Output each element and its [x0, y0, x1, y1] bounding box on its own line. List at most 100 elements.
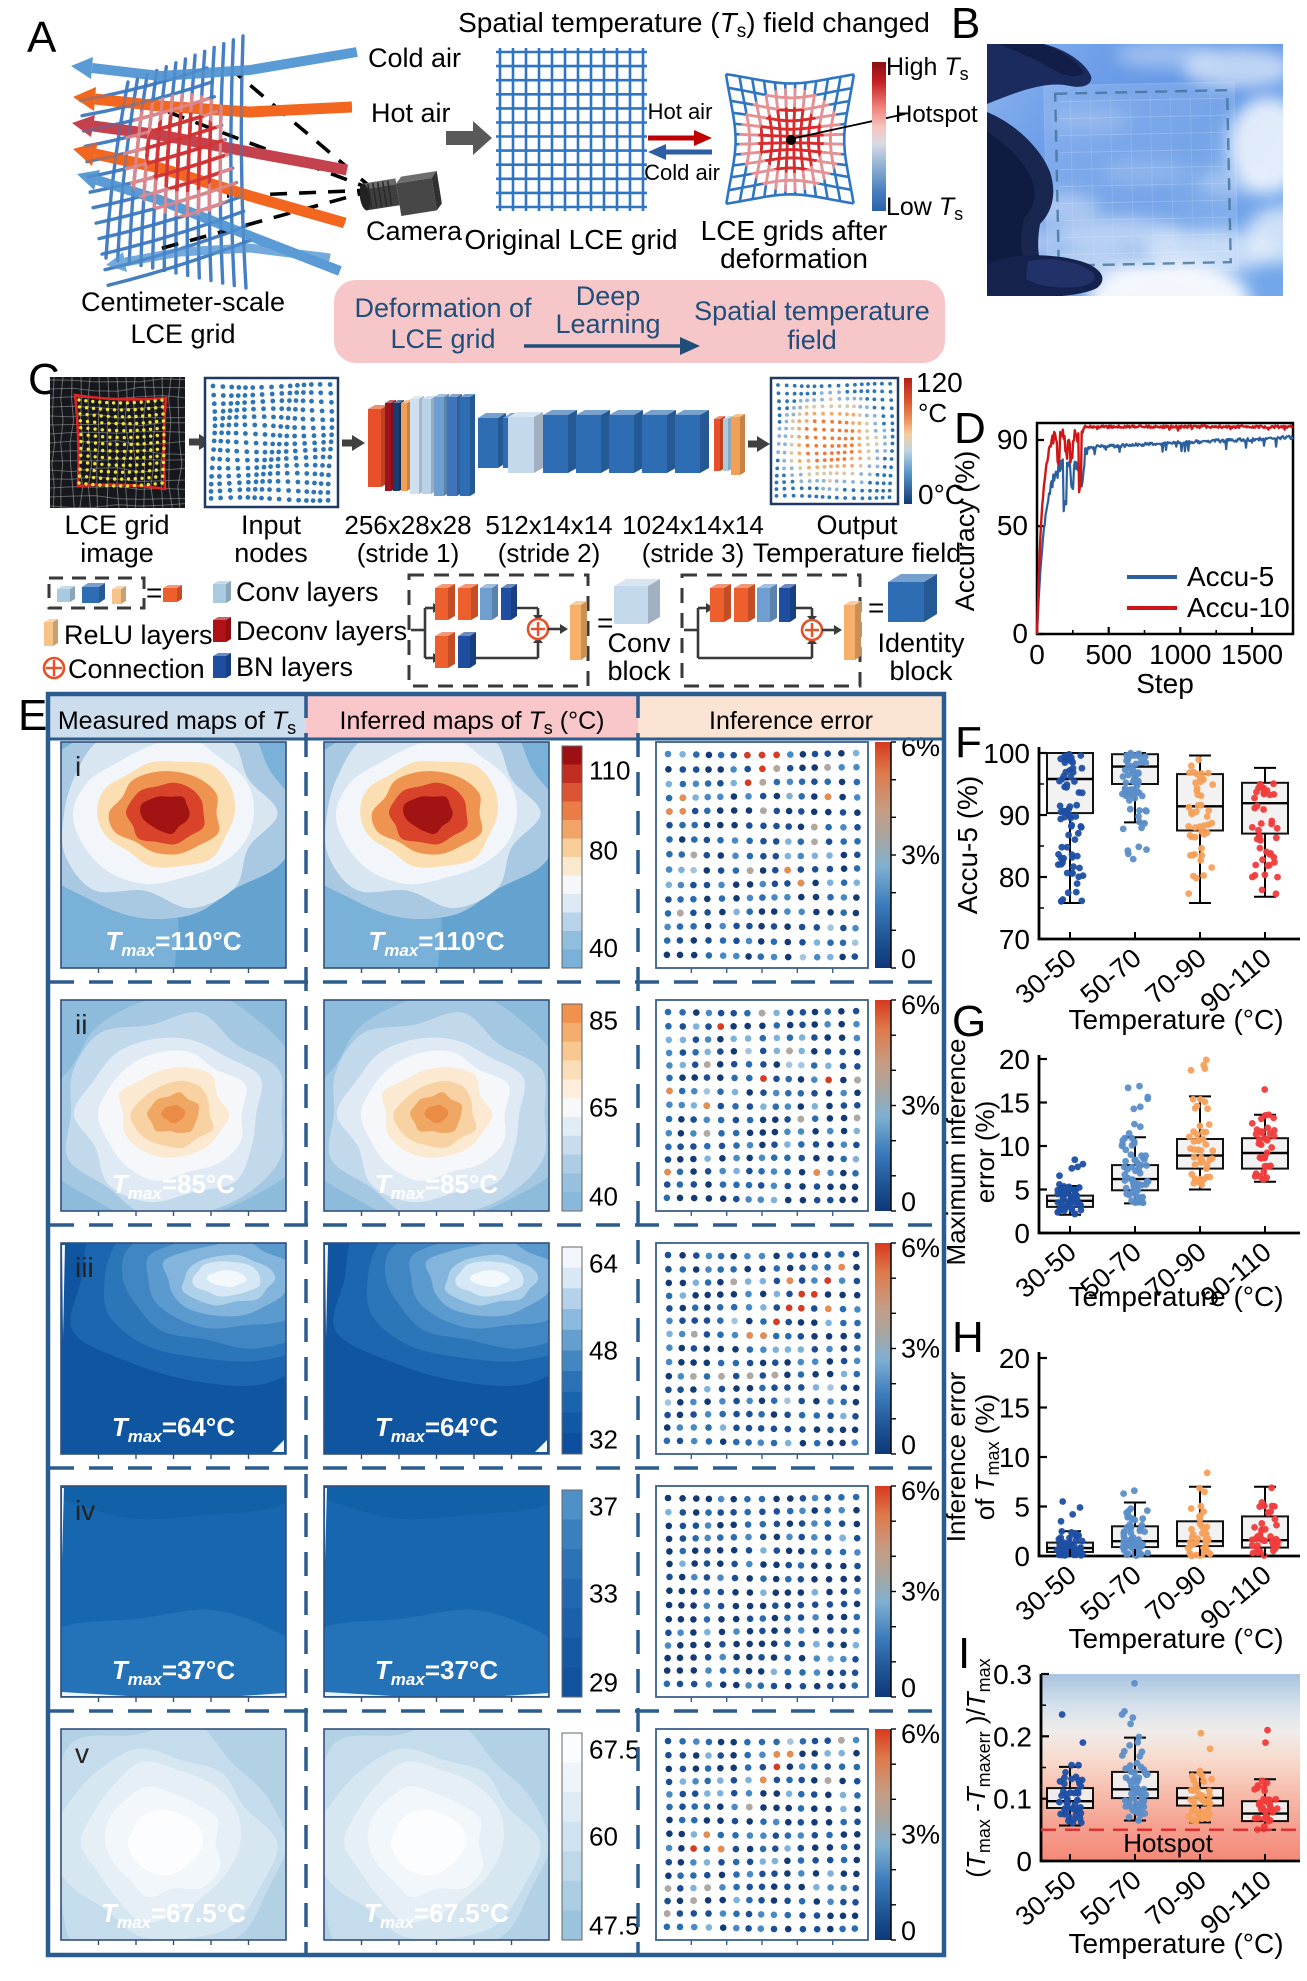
svg-text:Centimeter-scale: Centimeter-scale	[81, 287, 285, 317]
svg-text:0.2: 0.2	[993, 1721, 1032, 1752]
svg-text:5: 5	[1014, 1175, 1030, 1206]
svg-text:block: block	[889, 656, 953, 686]
svg-text:Cold air: Cold air	[644, 160, 720, 185]
svg-text:Connection: Connection	[68, 654, 205, 684]
svg-text:5: 5	[1014, 1492, 1030, 1523]
svg-text:Output: Output	[816, 510, 898, 540]
svg-text:0: 0	[901, 1187, 916, 1217]
svg-text:image: image	[80, 538, 154, 568]
svg-text:1024x14x14: 1024x14x14	[622, 510, 764, 540]
svg-text:Identity: Identity	[877, 628, 965, 658]
svg-text:Inferred maps of Ts (°C): Inferred maps of Ts (°C)	[340, 707, 605, 738]
svg-text:B: B	[951, 0, 980, 48]
svg-text:50: 50	[997, 510, 1028, 541]
svg-text:=: =	[146, 577, 162, 608]
svg-text:Tmax=64°C: Tmax=64°C	[112, 1412, 235, 1446]
svg-text:3%: 3%	[901, 1091, 940, 1121]
svg-text:iii: iii	[75, 1252, 94, 1283]
svg-text:LCE grid: LCE grid	[64, 510, 169, 540]
svg-text:(stride 3): (stride 3)	[642, 538, 745, 568]
svg-text:(stride 1): (stride 1)	[357, 538, 460, 568]
svg-text:Temperature (°C): Temperature (°C)	[1068, 1623, 1283, 1654]
svg-text:Tmax=110°C: Tmax=110°C	[105, 926, 241, 960]
svg-text:0: 0	[901, 1916, 916, 1946]
svg-text:15: 15	[999, 1088, 1030, 1119]
svg-text:500: 500	[1085, 639, 1132, 670]
svg-text:0°C: 0°C	[918, 479, 965, 510]
svg-text:High Ts: High Ts	[886, 53, 969, 84]
svg-text:Hot air: Hot air	[371, 98, 451, 128]
svg-text:120: 120	[916, 367, 963, 398]
svg-text:0: 0	[1029, 639, 1045, 670]
svg-text:Low Ts: Low Ts	[886, 193, 963, 224]
svg-text:F: F	[955, 718, 982, 767]
svg-text:iv: iv	[75, 1495, 95, 1526]
svg-text:Original LCE grid: Original LCE grid	[464, 224, 677, 255]
svg-text:Tmax=64°C: Tmax=64°C	[375, 1412, 498, 1446]
svg-text:90: 90	[997, 424, 1028, 455]
svg-text:A: A	[27, 13, 57, 62]
svg-text:85: 85	[589, 1006, 618, 1036]
svg-text:D: D	[954, 404, 986, 453]
svg-text:Input: Input	[241, 510, 302, 540]
svg-text:Step: Step	[1136, 668, 1194, 699]
svg-text:1000: 1000	[1149, 639, 1211, 670]
svg-text:3%: 3%	[901, 1577, 940, 1607]
svg-text:Tmax=37°C: Tmax=37°C	[375, 1655, 498, 1689]
svg-text:32: 32	[589, 1425, 618, 1455]
svg-text:Accuracy (%): Accuracy (%)	[950, 451, 980, 612]
svg-text:6%: 6%	[901, 1233, 940, 1263]
svg-text:0: 0	[1016, 1846, 1032, 1877]
svg-text:Deep: Deep	[576, 281, 641, 311]
svg-text:70: 70	[999, 924, 1030, 955]
svg-text:LCE grids after: LCE grids after	[701, 215, 888, 246]
svg-text:LCE grid: LCE grid	[130, 319, 235, 349]
svg-text:0: 0	[1014, 1541, 1030, 1572]
svg-text:Tmax=67.5°C: Tmax=67.5°C	[364, 1898, 509, 1932]
svg-text:20: 20	[999, 1343, 1030, 1374]
svg-text:80: 80	[589, 835, 618, 865]
svg-text:0.3: 0.3	[993, 1659, 1032, 1690]
svg-text:Conv: Conv	[607, 628, 671, 658]
svg-text:Learning: Learning	[555, 309, 660, 339]
svg-text:Hot air: Hot air	[648, 99, 713, 124]
svg-text:(stride 2): (stride 2)	[498, 538, 601, 568]
svg-text:Tmax=85°C: Tmax=85°C	[112, 1169, 235, 1203]
svg-text:256x28x28: 256x28x28	[344, 510, 471, 540]
svg-text:I: I	[958, 1629, 970, 1678]
svg-text:110: 110	[589, 755, 630, 785]
svg-text:48: 48	[589, 1336, 618, 1366]
svg-text:512x14x14: 512x14x14	[485, 510, 612, 540]
svg-text:Hotspot: Hotspot	[895, 101, 978, 128]
svg-text:BN layers: BN layers	[236, 652, 353, 682]
svg-text:i: i	[75, 751, 81, 782]
svg-text:=: =	[597, 607, 613, 638]
svg-text:Tmax=110°C: Tmax=110°C	[368, 926, 504, 960]
svg-text:67.5: 67.5	[589, 1735, 640, 1765]
svg-text:3%: 3%	[901, 840, 940, 870]
svg-text:65: 65	[589, 1093, 618, 1123]
svg-text:Temperature (°C): Temperature (°C)	[1068, 1004, 1283, 1035]
svg-text:80: 80	[999, 862, 1030, 893]
svg-text:Spatial temperature (Ts) field: Spatial temperature (Ts) field changed	[458, 7, 930, 42]
svg-text:LCE grid: LCE grid	[390, 324, 495, 354]
svg-text:33: 33	[589, 1579, 618, 1609]
svg-text:Temperature (°C): Temperature (°C)	[1068, 1928, 1283, 1959]
svg-text:ii: ii	[75, 1009, 87, 1040]
svg-text:64: 64	[589, 1249, 618, 1279]
svg-text:Deconv layers: Deconv layers	[236, 616, 407, 646]
svg-text:0: 0	[901, 944, 916, 974]
svg-text:Accu-5 (%): Accu-5 (%)	[952, 776, 983, 914]
svg-text:ReLU layers: ReLU layers	[64, 620, 213, 650]
svg-text:20: 20	[999, 1044, 1030, 1075]
svg-text:6%: 6%	[901, 1476, 940, 1506]
svg-text:Tmax=67.5°C: Tmax=67.5°C	[101, 1898, 246, 1932]
svg-text:0: 0	[901, 1430, 916, 1460]
svg-text:Measured maps of Ts: Measured maps of Ts	[58, 707, 296, 738]
svg-text:G: G	[952, 997, 986, 1046]
svg-text:E: E	[18, 691, 47, 740]
svg-text:Tmax=37°C: Tmax=37°C	[112, 1655, 235, 1689]
svg-text:Camera: Camera	[366, 216, 463, 246]
svg-text:Accu-5: Accu-5	[1187, 561, 1274, 592]
svg-text:37: 37	[589, 1492, 618, 1522]
